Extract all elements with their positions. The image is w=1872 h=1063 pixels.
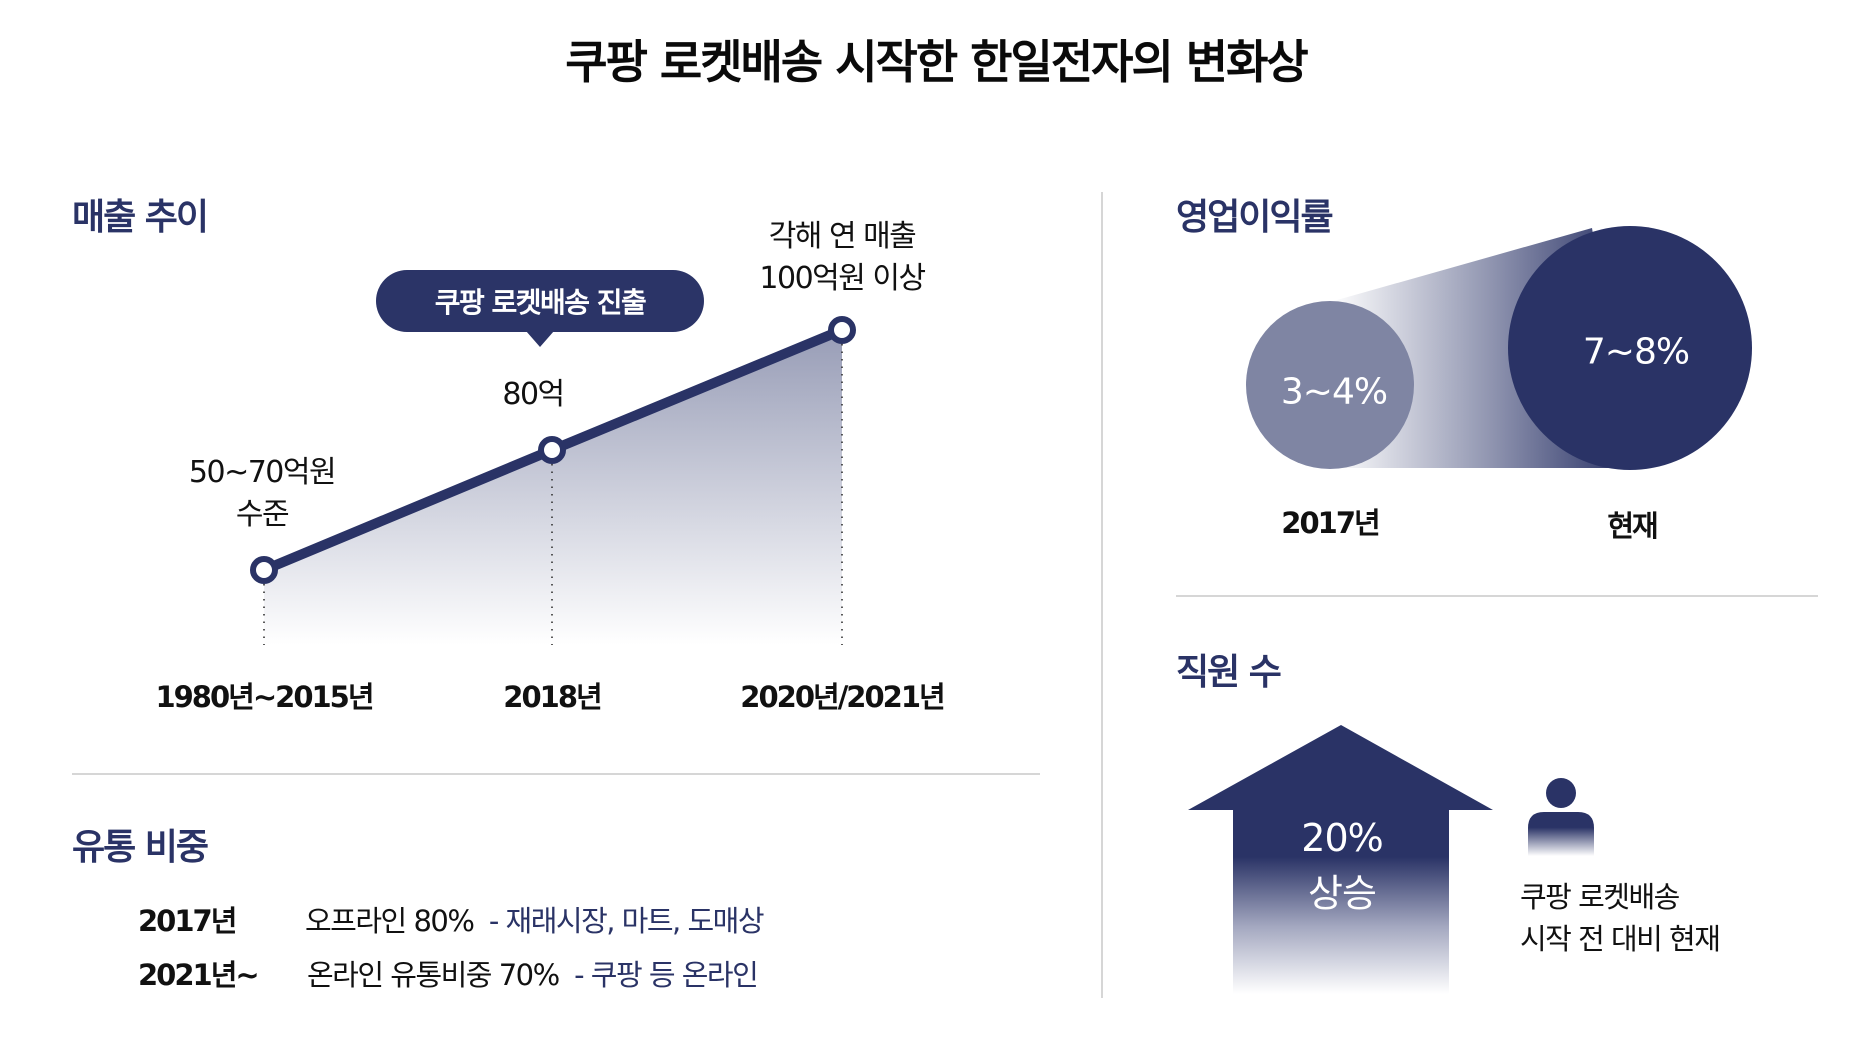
dist-row-2-year: 2021년~ [138, 958, 260, 992]
margin-after-circle [1508, 226, 1752, 470]
margin-graphic [1246, 226, 1752, 470]
point-label-1-line2: 수준 [235, 497, 290, 532]
employees-note-line2: 시작 전 대비 현재 [1520, 922, 1721, 956]
x-tick-label-3: 2020년/2021년 [740, 680, 945, 714]
dist-row-2: 온라인 유통비중 70% - 쿠팡 등 온라인 [307, 952, 759, 994]
page-title: 쿠팡 로켓배송 시작한 한일전자의 변화상 [565, 35, 1309, 89]
up-arrow-icon [1188, 725, 1493, 994]
margin-before-label: 2017년 [1281, 506, 1380, 540]
sales-chart [250, 316, 856, 645]
x-tick-label-2: 2018년 [503, 680, 602, 714]
vertical-divider [1101, 192, 1103, 998]
data-point-3 [828, 316, 856, 344]
employees-note: 쿠팡 로켓배송 시작 전 대비 현재 [1520, 876, 1721, 960]
point-label-3-line1: 각해 연 매출 [768, 219, 917, 254]
margin-after-value: 7~8% [1582, 331, 1690, 373]
dist-row-1-text: 오프라인 80% [305, 904, 475, 938]
employees-value: 20% [1301, 816, 1383, 860]
left-section-divider [72, 773, 1040, 775]
point-label-2: 80억 [453, 374, 613, 416]
data-point-1 [250, 556, 278, 584]
right-section-divider [1176, 595, 1818, 597]
dist-row-1-note: - 재래시장, 마트, 도매상 [488, 904, 765, 938]
point-label-2-line1: 80억 [502, 377, 565, 412]
employees-change: 상승 [1308, 871, 1377, 916]
employees-note-line1: 쿠팡 로켓배송 [1520, 880, 1680, 914]
x-tick-label-1: 1980년~2015년 [155, 680, 374, 714]
sales-area [264, 330, 842, 645]
point-label-1-line1: 50~70억원 [188, 455, 337, 490]
person-icon [1528, 778, 1594, 856]
point-label-3: 각해 연 매출 100억원 이상 [722, 216, 962, 300]
margin-heading: 영업이익률 [1176, 197, 1334, 238]
employees-heading: 직원 수 [1176, 652, 1282, 693]
dist-row-1: 오프라인 80% - 재래시장, 마트, 도매상 [305, 898, 765, 940]
callout-tail [526, 331, 554, 347]
sales-heading: 매출 추이 [72, 197, 209, 238]
margin-after-label: 현재 [1607, 509, 1658, 543]
dist-row-2-text: 온라인 유통비중 70% [307, 958, 560, 992]
dist-row-1-year: 2017년 [138, 904, 237, 938]
margin-before-circle [1246, 301, 1414, 469]
callout-bubble: 쿠팡 로켓배송 진출 [376, 270, 704, 332]
data-point-2 [538, 436, 566, 464]
point-label-1: 50~70억원 수준 [162, 452, 362, 536]
dist-row-2-note: - 쿠팡 등 온라인 [574, 958, 759, 992]
point-label-3-line2: 100억원 이상 [759, 261, 926, 296]
distribution-heading: 유통 비중 [72, 827, 209, 868]
margin-before-value: 3~4% [1280, 371, 1388, 413]
callout-text: 쿠팡 로켓배송 진출 [434, 286, 647, 319]
